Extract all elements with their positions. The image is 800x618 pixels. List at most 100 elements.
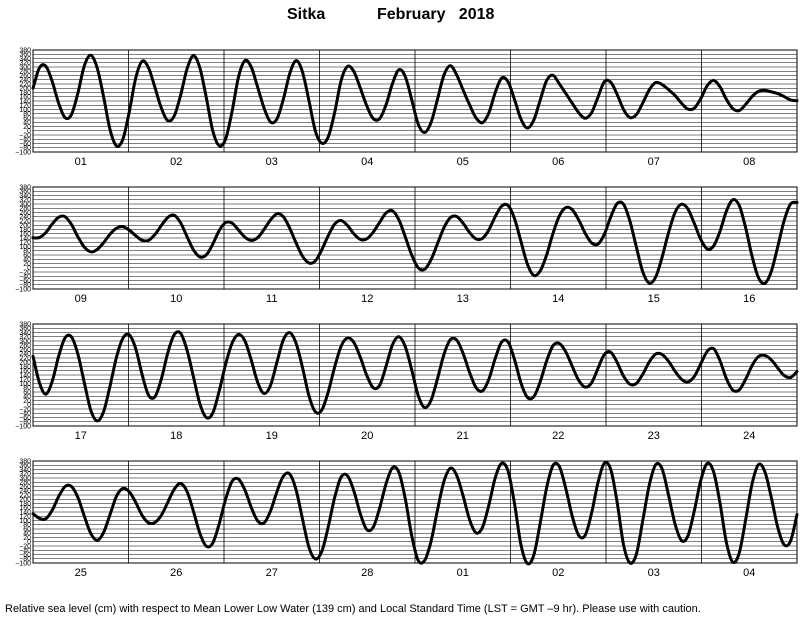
day-label: 11 <box>266 293 277 305</box>
y-tick-label: 360 <box>19 463 31 470</box>
y-tick-label: 300 <box>19 338 31 345</box>
y-tick-label: 100 <box>19 381 31 388</box>
panel-2: 3803603403203002802602402202001801601401… <box>15 184 799 305</box>
tide-curve-line <box>31 198 799 286</box>
day-label: 13 <box>457 293 469 305</box>
y-tick-label: 180 <box>19 90 31 97</box>
y-tick-label: 60 <box>23 115 31 122</box>
y-tick-label: −60 <box>19 141 31 148</box>
y-tick-label: 40 <box>23 257 31 264</box>
tide-curve-line <box>31 460 799 566</box>
y-tick-label: 200 <box>19 223 31 230</box>
y-tick-label: 260 <box>19 347 31 354</box>
y-tick-label: −20 <box>19 132 31 139</box>
y-tick-label: −40 <box>19 548 31 555</box>
y-tick-label: −20 <box>19 543 31 550</box>
day-label: 10 <box>170 293 182 305</box>
y-tick-label: 40 <box>23 531 31 538</box>
y-tick-label: 40 <box>23 120 31 127</box>
y-tick-label: −20 <box>19 269 31 276</box>
y-tick-label: 320 <box>19 60 31 67</box>
y-tick-label: 0 <box>27 265 31 272</box>
y-tick-label: 120 <box>19 103 31 110</box>
y-tick-label: 80 <box>23 385 31 392</box>
y-tick-label: 160 <box>19 231 31 238</box>
day-label: 22 <box>552 430 564 442</box>
y-tick-label: 20 <box>23 398 31 405</box>
day-label: 20 <box>361 430 373 442</box>
y-tick-label: 380 <box>19 184 31 191</box>
y-tick-label: 0 <box>27 402 31 409</box>
day-label: 28 <box>361 567 373 579</box>
y-tick-label: −100 <box>15 286 31 293</box>
y-tick-label: −40 <box>19 137 31 144</box>
day-label: 14 <box>552 293 564 305</box>
y-tick-label: 40 <box>23 394 31 401</box>
y-tick-label: 360 <box>19 326 31 333</box>
day-label: 09 <box>75 293 87 305</box>
y-tick-label: 100 <box>19 518 31 525</box>
y-tick-label: 280 <box>19 206 31 213</box>
day-label: 25 <box>75 567 87 579</box>
y-tick-label: 20 <box>23 261 31 268</box>
y-tick-label: 20 <box>23 535 31 542</box>
y-tick-label: −60 <box>19 278 31 285</box>
y-tick-label: 80 <box>23 248 31 255</box>
panel-1: 3803603403203002802602402202001801601401… <box>15 47 799 168</box>
y-tick-label: 340 <box>19 467 31 474</box>
tide-curve-line <box>31 53 799 148</box>
y-tick-label: 140 <box>19 98 31 105</box>
y-tick-label: 60 <box>23 389 31 396</box>
y-tick-label: 0 <box>27 539 31 546</box>
y-tick-label: −80 <box>19 556 31 563</box>
y-tick-label: 280 <box>19 69 31 76</box>
y-tick-label: 220 <box>19 218 31 225</box>
y-tick-label: 340 <box>19 330 31 337</box>
y-tick-label: 60 <box>23 526 31 533</box>
y-tick-label: −80 <box>19 419 31 426</box>
y-tick-label: 380 <box>19 321 31 328</box>
day-label: 01 <box>75 156 87 168</box>
y-tick-label: 200 <box>19 360 31 367</box>
panel-4: 3803603403203002802602402202001801601401… <box>15 458 799 579</box>
y-tick-label: −60 <box>19 415 31 422</box>
y-tick-label: −20 <box>19 406 31 413</box>
y-tick-label: −100 <box>15 149 31 156</box>
y-tick-label: 260 <box>19 73 31 80</box>
y-tick-label: 80 <box>23 111 31 118</box>
y-tick-label: 280 <box>19 480 31 487</box>
month-year: February 2018 <box>377 6 495 23</box>
day-label: 08 <box>743 156 755 168</box>
y-tick-label: 140 <box>19 509 31 516</box>
y-tick-label: 100 <box>19 244 31 251</box>
station-name: Sitka <box>287 6 326 23</box>
y-tick-label: 220 <box>19 81 31 88</box>
day-label: 02 <box>552 567 564 579</box>
panel-3: 3803603403203002802602402202001801601401… <box>15 321 799 442</box>
day-label: 01 <box>457 567 469 579</box>
day-label: 06 <box>552 156 564 168</box>
y-tick-label: 300 <box>19 201 31 208</box>
y-tick-label: 240 <box>19 488 31 495</box>
footer-note: Relative sea level (cm) with respect to … <box>5 603 701 615</box>
y-tick-label: 260 <box>19 210 31 217</box>
y-tick-label: 320 <box>19 197 31 204</box>
y-tick-label: 180 <box>19 364 31 371</box>
tide-chart: 3803603403203002802602402202001801601401… <box>15 47 799 579</box>
y-tick-label: 160 <box>19 368 31 375</box>
y-tick-label: 360 <box>19 189 31 196</box>
y-tick-label: −100 <box>15 423 31 430</box>
y-tick-label: 340 <box>19 56 31 63</box>
y-tick-label: 380 <box>19 458 31 465</box>
day-label: 02 <box>170 156 182 168</box>
y-tick-label: −40 <box>19 274 31 281</box>
day-label: 21 <box>457 430 469 442</box>
y-tick-label: 300 <box>19 64 31 71</box>
y-tick-label: 360 <box>19 52 31 59</box>
y-tick-label: 20 <box>23 124 31 131</box>
day-label: 27 <box>266 567 278 579</box>
y-tick-label: 340 <box>19 193 31 200</box>
y-tick-label: 0 <box>27 128 31 135</box>
y-tick-label: −80 <box>19 145 31 152</box>
y-tick-label: −60 <box>19 552 31 559</box>
